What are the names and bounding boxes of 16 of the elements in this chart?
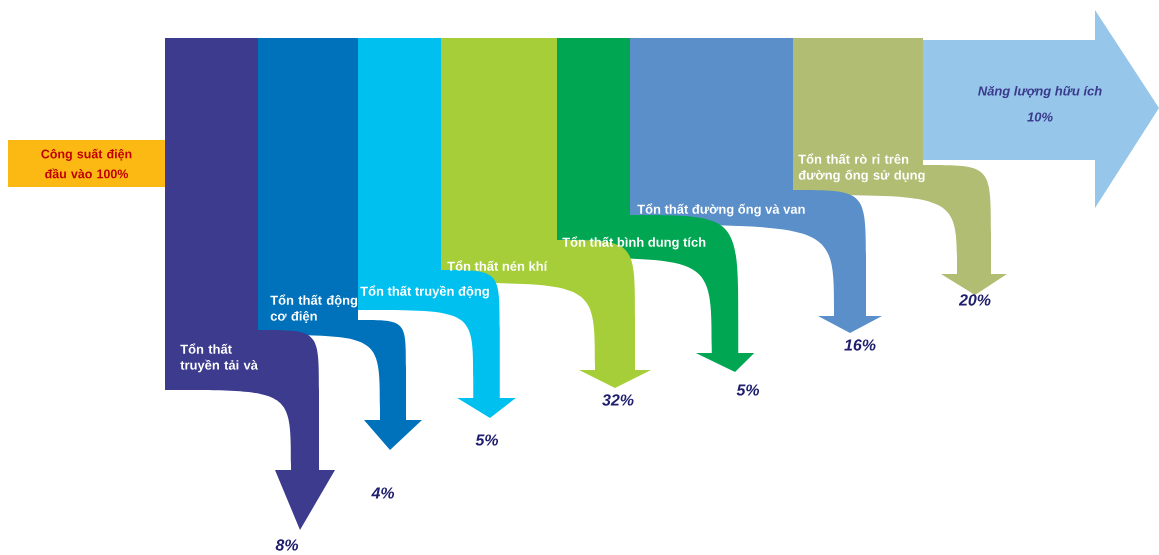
category-label: Tổn thất rò rỉ trên đường ống sử dụng [798,153,925,183]
category-label: Năng lượng hữu ích [978,85,1102,99]
category-label: Tổn thất truyền động [360,285,489,299]
category-label: Tổn thất động cơ điện [270,294,358,323]
data-label: 32% [602,394,634,406]
data-label: 8% [275,539,299,551]
data-label: 16% [844,339,876,351]
category-label: Tổn thất nén khí [447,260,548,271]
data-label: 5% [475,434,499,446]
category-label: Tổn thất truyền tải và [180,343,258,373]
data-label: 5% [736,384,760,396]
category-label: Tổn thất đường ống và van [637,203,805,217]
text: Công suất điện đầu vào 100% [41,148,132,179]
data-label: 20% [958,294,991,306]
data-label: 4% [371,487,395,499]
data-label: 10% [1027,112,1053,122]
